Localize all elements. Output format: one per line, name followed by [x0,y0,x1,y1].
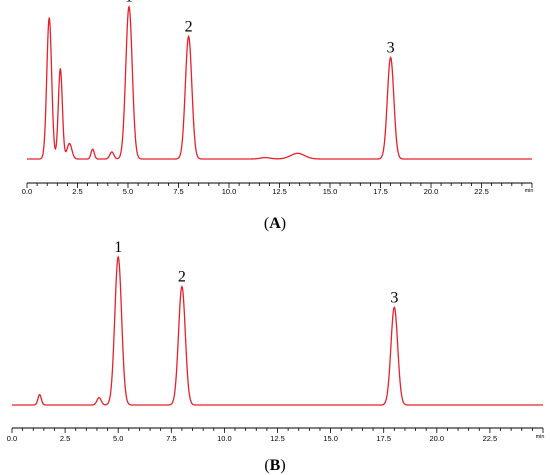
x-tick-label: 22.5 [483,434,498,443]
x-tick-label: 12.5 [270,434,285,443]
x-tick-label: 20.0 [429,434,444,443]
x-tick-label: 17.5 [373,187,388,196]
peak-label-1: 1 [125,0,133,6]
x-tick-label: 2.5 [60,434,70,443]
x-tick-label: 15.0 [323,434,338,443]
x-tick-label: 2.5 [72,187,82,196]
x-tick-label: 7.5 [166,434,176,443]
peak-label-3: 3 [387,39,395,56]
x-tick-label: 12.5 [272,187,287,196]
x-tick-label: 0.0 [22,187,32,196]
chromatogram-trace [12,255,543,406]
x-tick-label: 0.0 [7,434,17,443]
x-axis-unit-label: min [536,434,545,440]
x-tick-label: 7.5 [173,187,183,196]
x-tick-label: 10.0 [217,434,232,443]
x-tick-label: 5.0 [113,434,123,443]
x-tick-label: 17.5 [376,434,391,443]
x-tick-label: 15.0 [323,187,338,196]
chromatogram-panel-a: 0.0 2.5 5.0 7.5 10.0 12.5 15.0 17.5 20.0 22.5 min 1… [22,0,534,232]
panel-label: (B) [264,457,285,474]
x-axis-unit-label: min [525,188,534,194]
x-tick-label: 10.0 [222,187,237,196]
x-tick-label: 22.5 [474,187,489,196]
x-tick-label: 20.0 [424,187,439,196]
chromatogram-trace [27,5,532,160]
panel-label: (A) [264,215,286,232]
peak-label-3: 3 [390,289,398,306]
chromatogram-panel-b: 0.0 2.5 5.0 7.5 10.0 12.5 15.0 17.5 20.0 22.5 min 1… [7,239,545,474]
peak-label-2: 2 [178,269,186,286]
peak-label-2: 2 [185,18,193,35]
peak-label-1: 1 [114,239,122,256]
x-tick-label: 5.0 [123,187,133,196]
